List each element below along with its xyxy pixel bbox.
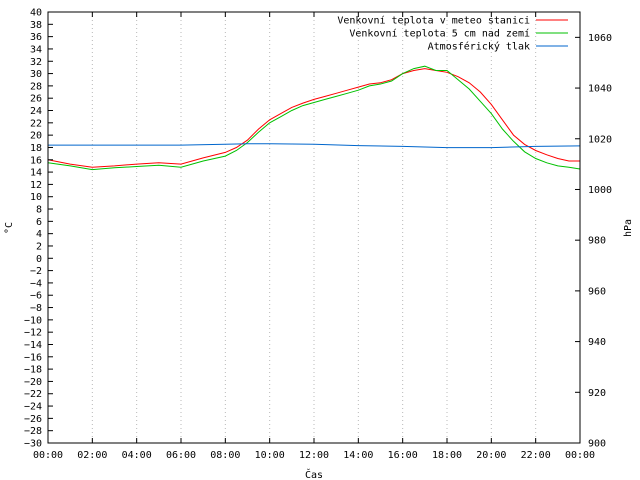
x-tick-label: 04:00 [122,450,152,461]
y-tick-label: 6 [36,217,42,228]
y-tick-label: 0 [36,254,42,265]
series-line-2 [47,65,581,171]
y-tick-label: −12 [24,328,42,339]
y-tick-label: −18 [24,365,42,376]
tick-labels: −30−28−26−24−22−20−18−16−14−12−10−8−6−4−… [24,8,612,462]
y-tick-label: −10 [24,315,42,326]
y-tick-label: −24 [24,402,42,413]
y-tick-label: 10 [30,192,42,203]
y2-tick-label: 940 [588,337,606,348]
y-tick-label: −28 [24,426,42,437]
y-tick-label: 8 [36,205,42,216]
y-tick-label: −20 [24,377,42,388]
y-tick-label: −14 [24,340,42,351]
y-tick-label: 24 [30,106,42,117]
x-tick-label: 16:00 [388,450,418,461]
y-tick-label: −26 [24,414,42,425]
legend: Venkovní teplota v meteo staniciVenkovní… [337,15,568,53]
x-tick-label: 08:00 [210,450,240,461]
y-tick-label: 36 [30,32,42,43]
x-tick-label: 12:00 [299,450,329,461]
y-tick-label: 14 [30,168,42,179]
x-tick-label: 00:00 [565,450,595,461]
y-tick-label: 40 [30,8,42,19]
y-tick-label: 30 [30,69,42,80]
y2-tick-label: 1020 [588,134,612,145]
y2-tick-label: 1060 [588,33,612,44]
y2-axis-title: hPa [623,219,634,237]
y2-tick-label: 920 [588,388,606,399]
y-tick-label: −8 [30,303,42,314]
x-tick-label: 18:00 [432,450,462,461]
legend-label-2: Venkovní teplota 5 cm nad zemí [349,28,530,40]
y2-tick-label: 1040 [588,84,612,95]
y-axis-title: °C [4,222,15,234]
y-tick-label: 16 [30,155,42,166]
y-tick-label: 26 [30,94,42,105]
y2-tick-label: 960 [588,286,606,297]
y-tick-label: 28 [30,81,42,92]
y-tick-label: −22 [24,389,42,400]
y-tick-label: 38 [30,20,42,31]
y-tick-label: −2 [30,266,42,277]
y-tick-label: −6 [30,291,42,302]
legend-label-3: Atmosférický tlak [428,41,530,53]
y-tick-label: 4 [36,229,42,240]
x-axis-title: Čas [305,468,323,480]
y-tick-label: 2 [36,241,42,252]
y-tick-label: −16 [24,352,42,363]
legend-label-1: Venkovní teplota v meteo stanici [337,15,530,27]
x-tick-label: 10:00 [255,450,285,461]
x-tick-label: 00:00 [33,450,63,461]
x-tick-label: 20:00 [476,450,506,461]
series-line-1 [47,68,580,168]
y-tick-label: −4 [30,278,42,289]
y-tick-label: 20 [30,131,42,142]
x-tick-label: 14:00 [343,450,373,461]
y-tick-label: 32 [30,57,42,68]
x-tick-label: 02:00 [77,450,107,461]
y-tick-label: 34 [30,44,42,55]
series-lines [47,65,581,171]
x-tick-label: 06:00 [166,450,196,461]
x-tick-label: 22:00 [521,450,551,461]
series-line-3 [48,143,581,149]
y-tick-label: 12 [30,180,42,191]
grid [91,12,537,443]
y-tick-label: 22 [30,118,42,129]
tick-marks [47,11,581,444]
y2-tick-label: 1000 [588,185,612,196]
y-tick-label: −30 [24,439,42,450]
y2-tick-label: 980 [588,236,606,247]
y-tick-label: 18 [30,143,42,154]
y2-tick-label: 900 [588,439,606,450]
